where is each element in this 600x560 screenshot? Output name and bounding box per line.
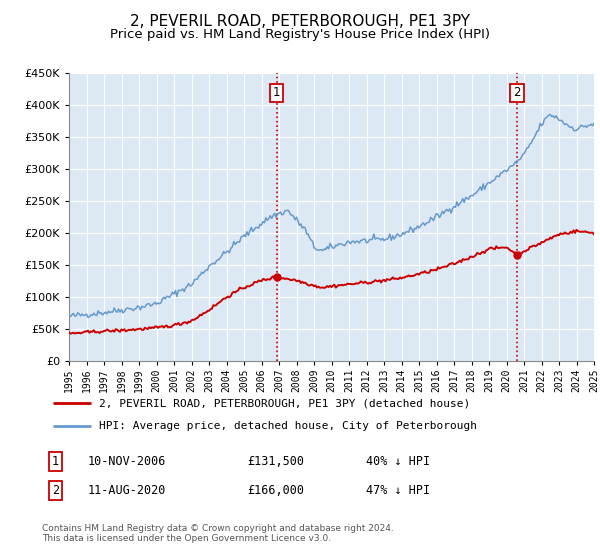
Text: HPI: Average price, detached house, City of Peterborough: HPI: Average price, detached house, City… [98,422,476,432]
Text: 1: 1 [52,455,59,468]
Text: 47% ↓ HPI: 47% ↓ HPI [366,484,430,497]
Text: 2, PEVERIL ROAD, PETERBOROUGH, PE1 3PY: 2, PEVERIL ROAD, PETERBOROUGH, PE1 3PY [130,14,470,29]
Text: 40% ↓ HPI: 40% ↓ HPI [366,455,430,468]
Text: 2: 2 [514,86,521,100]
Text: 10-NOV-2006: 10-NOV-2006 [88,455,166,468]
Text: Contains HM Land Registry data © Crown copyright and database right 2024.
This d: Contains HM Land Registry data © Crown c… [42,524,394,543]
Text: 11-AUG-2020: 11-AUG-2020 [88,484,166,497]
Text: 2, PEVERIL ROAD, PETERBOROUGH, PE1 3PY (detached house): 2, PEVERIL ROAD, PETERBOROUGH, PE1 3PY (… [98,398,470,408]
Text: 1: 1 [273,86,280,100]
Text: 2: 2 [52,484,59,497]
Text: Price paid vs. HM Land Registry's House Price Index (HPI): Price paid vs. HM Land Registry's House … [110,28,490,41]
Text: £131,500: £131,500 [247,455,304,468]
Text: £166,000: £166,000 [247,484,304,497]
